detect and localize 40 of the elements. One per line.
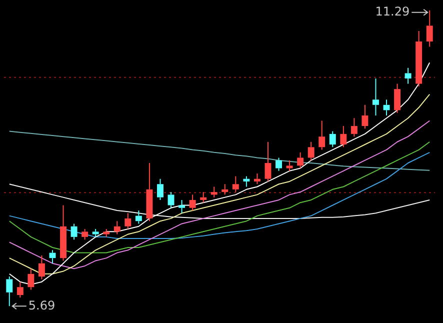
candlestick bbox=[340, 126, 347, 148]
candlestick bbox=[168, 192, 174, 208]
candlestick bbox=[286, 160, 293, 172]
candlestick bbox=[38, 254, 45, 280]
candlestick bbox=[232, 176, 239, 193]
candlestick bbox=[350, 118, 358, 138]
candlestick bbox=[210, 186, 218, 198]
candlestick bbox=[394, 83, 401, 114]
candlestick bbox=[416, 30, 422, 87]
candlestick bbox=[6, 276, 13, 307]
candlestick bbox=[222, 184, 228, 196]
candlestick bbox=[146, 162, 153, 222]
candlestick bbox=[404, 67, 412, 84]
candlestick bbox=[243, 176, 250, 188]
candlestick bbox=[157, 178, 164, 200]
candlestick bbox=[276, 157, 282, 172]
candlestick bbox=[60, 204, 66, 262]
candlestick bbox=[103, 228, 110, 238]
candlestick bbox=[318, 120, 326, 150]
candlestick bbox=[82, 228, 88, 240]
annotation: 11.29 bbox=[375, 4, 410, 18]
candlestick bbox=[28, 268, 34, 290]
candlestick bbox=[114, 220, 120, 235]
candlestick bbox=[70, 223, 78, 240]
candlestick bbox=[124, 212, 132, 230]
candlestick bbox=[135, 210, 142, 224]
candlestick bbox=[426, 10, 433, 48]
candlestick bbox=[200, 192, 207, 204]
candlestick bbox=[189, 194, 196, 212]
annotation: 5.69 bbox=[28, 298, 56, 312]
candlestick bbox=[178, 199, 186, 214]
candlestick bbox=[308, 141, 314, 161]
candlestick bbox=[297, 152, 304, 169]
candlestick bbox=[92, 228, 99, 238]
candlestick bbox=[264, 141, 272, 182]
candlestick bbox=[372, 78, 379, 116]
candlestick bbox=[16, 281, 24, 298]
candlestick bbox=[254, 173, 260, 185]
candlestick bbox=[329, 130, 336, 148]
candlestick bbox=[362, 104, 368, 130]
